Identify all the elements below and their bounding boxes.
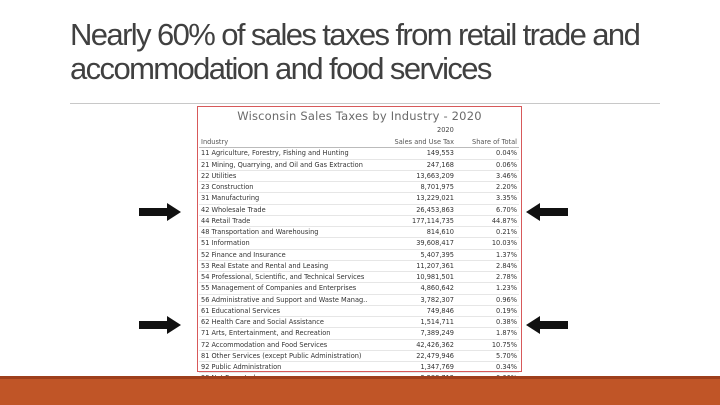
tax-cell: 3,782,307 <box>379 294 456 306</box>
tax-cell: 10,981,501 <box>379 271 456 284</box>
table-row: 23 Construction 8,701,975 2.20% <box>199 181 519 194</box>
share-cell: 10.75% <box>456 339 519 351</box>
table-row: 62 Health Care and Social Assistance 1,51… <box>199 316 519 329</box>
column-header-industry: Industry <box>199 137 379 149</box>
table-row: 48 Transportation and Warehousing 814,610… <box>199 226 519 239</box>
column-header-share: Share of Total <box>456 137 519 149</box>
title-divider <box>70 103 660 104</box>
table-row: 92 Public Administration 1,347,769 0.34% <box>199 361 519 374</box>
tax-cell: 247,168 <box>379 159 456 171</box>
industry-cell: 62 Health Care and Social Assistance <box>199 316 379 329</box>
tax-cell: 5,407,395 <box>379 249 456 261</box>
industry-cell: 81 Other Services (except Public Adminis… <box>199 350 379 363</box>
table-row: 81 Other Services (except Public Adminis… <box>199 350 519 363</box>
industry-cell: 55 Management of Companies and Enterpris… <box>199 282 379 295</box>
share-cell: 5.70% <box>456 350 519 363</box>
table-row: 61 Educational Services 749,846 0.19% <box>199 305 519 318</box>
tax-cell: 26,453,863 <box>379 204 456 216</box>
share-cell: 0.19% <box>456 305 519 318</box>
table-row: 54 Professional, Scientific, and Technic… <box>199 271 519 284</box>
table-row: 42 Wholesale Trade 26,453,863 6.70% <box>199 204 519 216</box>
table-row: 55 Management of Companies and Enterpris… <box>199 282 519 295</box>
industry-cell: 71 Arts, Entertainment, and Recreation <box>199 327 379 340</box>
table-row: 22 Utilities 13,663,209 3.46% <box>199 170 519 183</box>
tax-cell: 177,114,735 <box>379 215 456 228</box>
table-title: Wisconsin Sales Taxes by Industry - 2020 <box>237 109 482 123</box>
industry-cell: 44 Retail Trade <box>199 215 379 228</box>
share-cell: 1.87% <box>456 327 519 340</box>
industry-cell: 11 Agriculture, Forestry, Fishing and Hu… <box>199 147 379 160</box>
table-row: 56 Administrative and Support and Waste … <box>199 294 519 306</box>
share-cell: 1.23% <box>456 282 519 295</box>
share-cell: 0.04% <box>456 147 519 160</box>
tax-cell: 13,229,021 <box>379 192 456 205</box>
share-cell: 0.96% <box>456 294 519 306</box>
industry-cell: 92 Public Administration <box>199 361 379 374</box>
slide-title: Nearly 60% of sales taxes from retail tr… <box>70 17 641 86</box>
share-cell: 44.87% <box>456 215 519 228</box>
industry-cell: 23 Construction <box>199 181 379 194</box>
share-cell: 10.03% <box>456 237 519 250</box>
industry-cell: 21 Mining, Quarrying, and Oil and Gas Ex… <box>199 159 379 171</box>
right-arrow-icon <box>139 203 181 221</box>
industry-cell: 54 Professional, Scientific, and Technic… <box>199 271 379 284</box>
table-row: 71 Arts, Entertainment, and Recreation 7,… <box>199 327 519 340</box>
footer-strip <box>0 376 720 379</box>
share-cell: 2.78% <box>456 271 519 284</box>
tax-cell: 1,347,769 <box>379 361 456 374</box>
share-cell: 3.35% <box>456 192 519 205</box>
table-row: 53 Real Estate and Rental and Leasing 11,… <box>199 260 519 273</box>
table-row: 51 Information 39,608,417 10.03% <box>199 237 519 250</box>
industry-cell: 72 Accommodation and Food Services <box>199 339 379 351</box>
share-cell: 0.21% <box>456 226 519 239</box>
header-row: Industry Sales and Use Tax Share of Tota… <box>199 137 519 149</box>
industry-cell: 51 Information <box>199 237 379 250</box>
tax-cell: 42,426,362 <box>379 339 456 351</box>
table-row: 21 Mining, Quarrying, and Oil and Gas Ex… <box>199 159 519 171</box>
industry-cell: 48 Transportation and Warehousing <box>199 226 379 239</box>
share-cell: 6.70% <box>456 204 519 216</box>
table-row: 44 Retail Trade 177,114,735 44.87% <box>199 215 519 228</box>
industry-cell: 56 Administrative and Support and Waste … <box>199 294 379 306</box>
table-row: 31 Manufacturing 13,229,021 3.35% <box>199 192 519 205</box>
tax-cell: 4,860,642 <box>379 282 456 295</box>
industry-cell: 22 Utilities <box>199 170 379 183</box>
column-header-tax: Sales and Use Tax <box>379 137 456 149</box>
footer-band <box>0 376 720 405</box>
left-arrow-icon <box>526 203 568 221</box>
table-row: 72 Accommodation and Food Services 42,426… <box>199 339 519 351</box>
year-header: 2020 <box>437 126 454 134</box>
tax-cell: 8,701,975 <box>379 181 456 194</box>
share-cell: 1.37% <box>456 249 519 261</box>
left-arrow-icon <box>526 316 568 334</box>
table-row: 52 Finance and Insurance 5,407,395 1.37% <box>199 249 519 261</box>
share-cell: 0.06% <box>456 159 519 171</box>
tax-cell: 13,663,209 <box>379 170 456 183</box>
share-cell: 3.46% <box>456 170 519 183</box>
industry-cell: 52 Finance and Insurance <box>199 249 379 261</box>
tax-cell: 814,610 <box>379 226 456 239</box>
tax-cell: 749,846 <box>379 305 456 318</box>
tax-cell: 7,389,249 <box>379 327 456 340</box>
industry-cell: 42 Wholesale Trade <box>199 204 379 216</box>
share-cell: 2.20% <box>456 181 519 194</box>
share-cell: 0.34% <box>456 361 519 374</box>
tax-cell: 39,608,417 <box>379 237 456 250</box>
table-row: 11 Agriculture, Forestry, Fishing and Hu… <box>199 147 519 160</box>
tax-cell: 1,514,711 <box>379 316 456 329</box>
share-cell: 2.84% <box>456 260 519 273</box>
industry-cell: 61 Educational Services <box>199 305 379 318</box>
share-cell: 0.38% <box>456 316 519 329</box>
industry-cell: 53 Real Estate and Rental and Leasing <box>199 260 379 273</box>
sales-tax-table: Industry Sales and Use Tax Share of Tota… <box>199 137 519 395</box>
industry-cell: 31 Manufacturing <box>199 192 379 205</box>
tax-cell: 22,479,946 <box>379 350 456 363</box>
tax-cell: 149,553 <box>379 147 456 160</box>
right-arrow-icon <box>139 316 181 334</box>
tax-cell: 11,207,361 <box>379 260 456 273</box>
